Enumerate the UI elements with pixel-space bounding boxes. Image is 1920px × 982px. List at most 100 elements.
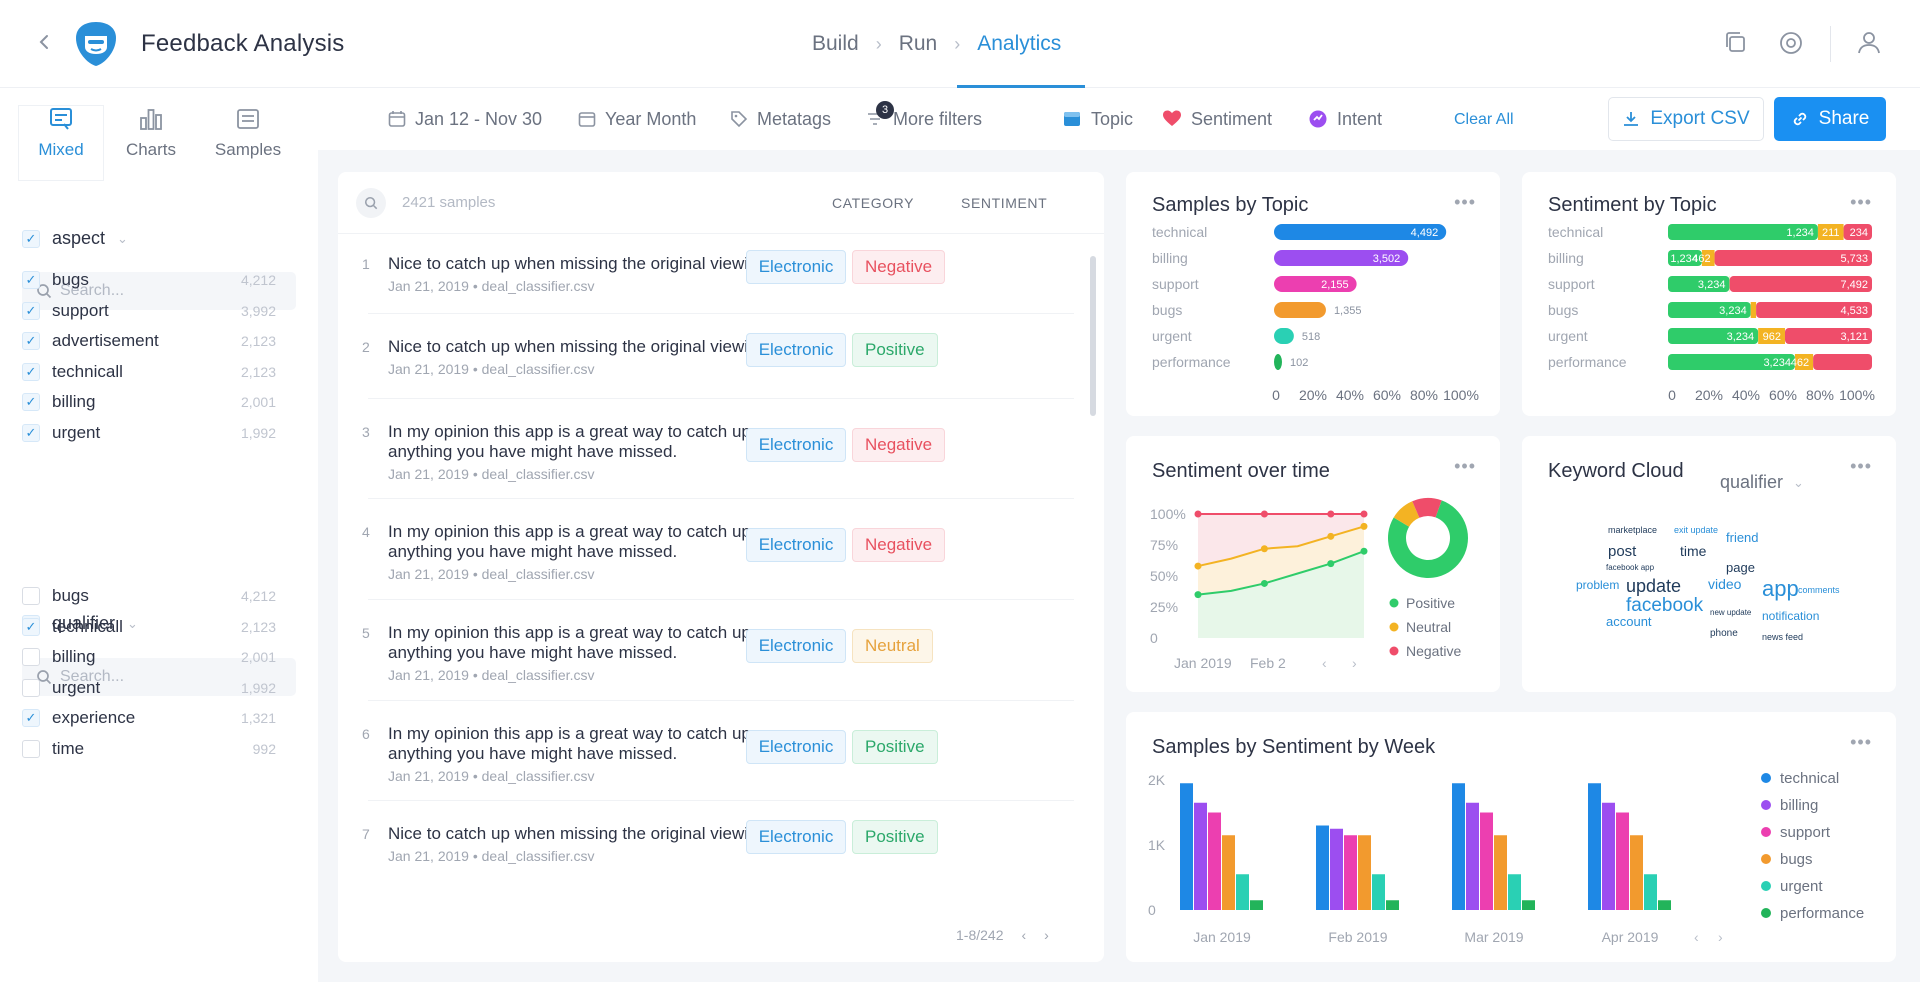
sample-row[interactable]: 4 In my opinion this app is a great way t… [358,502,1078,602]
granularity-filter[interactable]: Year Month [578,88,696,150]
samples-search-button[interactable] [356,188,386,218]
samples-count-placeholder[interactable]: 2421 samples [402,194,496,211]
more-filters-button[interactable]: More filters [866,88,982,150]
export-csv-button[interactable]: Export CSV [1608,97,1764,141]
step-run[interactable]: Run [898,32,938,55]
date-range-filter[interactable]: Jan 12 - Nov 30 [388,88,542,150]
sentiment-tag[interactable]: Positive [852,333,938,367]
checkbox[interactable]: ✓ [22,271,40,289]
checkbox[interactable]: ✓ [22,362,40,381]
sample-row[interactable]: 6 In my opinion this app is a great way t… [358,704,1078,804]
category-column-header[interactable]: CATEGORY [832,195,915,211]
topic-toggle[interactable]: Topic [1062,88,1133,150]
clear-all-link[interactable]: Clear All [1454,111,1514,128]
checkbox[interactable]: ✓ [22,332,40,350]
more-options-icon[interactable]: ••• [1850,732,1872,752]
intent-toggle[interactable]: Intent [1308,88,1382,150]
sentiment-tag[interactable]: Neutral [852,629,933,663]
keyword[interactable]: video [1708,576,1742,592]
filter-option-experience[interactable]: ✓ experience 1,321 [22,703,276,733]
more-options-icon[interactable]: ••• [1454,456,1476,476]
checkbox[interactable]: ✓ [22,393,40,411]
prev-page-icon[interactable]: ‹ [1021,927,1027,943]
filter-option-technicall[interactable]: ✓ technicall 2,123 [22,357,276,387]
keyword[interactable]: phone [1710,628,1738,639]
sentiment-tag[interactable]: Negative [852,528,946,562]
category-tag[interactable]: Electronic [746,629,846,663]
aspect-group-header[interactable]: ✓ aspect ⌄ [22,228,128,249]
checkbox[interactable] [22,678,40,697]
user-icon[interactable] [1854,28,1884,58]
keyword[interactable]: facebook app [1606,563,1655,572]
sample-row[interactable]: 1 Nice to catch up when missing the origi… [358,234,1078,334]
sentiment-tag[interactable]: Positive [852,730,938,764]
checkbox[interactable]: ✓ [22,617,40,636]
sentiment-tag[interactable]: Positive [852,820,938,854]
filter-option-urgent[interactable]: ✓ urgent 1,992 [22,418,276,448]
back-chevron-icon[interactable] [34,32,54,52]
category-tag[interactable]: Electronic [746,333,846,367]
sentiment-tag[interactable]: Negative [852,250,946,284]
keyword[interactable]: page [1726,560,1755,575]
keyword[interactable]: account [1606,614,1652,629]
step-build[interactable]: Build [812,32,859,55]
checkbox[interactable]: ✓ [22,709,40,727]
filter-option-billing[interactable]: billing 2,001 [22,642,276,672]
step-analytics[interactable]: Analytics [957,0,1086,88]
checkbox[interactable] [22,648,40,666]
keyword[interactable]: problem [1576,578,1620,592]
filter-option-billing[interactable]: ✓ billing 2,001 [22,387,276,417]
aspect-search[interactable] [22,272,296,310]
keyword[interactable]: new update [1710,608,1752,617]
sentiment-tag[interactable]: Negative [852,428,946,462]
filter-option-urgent[interactable]: urgent 1,992 [22,673,276,703]
keyword-qualifier-select[interactable]: qualifier ⌄ [1720,472,1804,493]
mode-charts[interactable]: Charts [109,106,193,180]
filter-option-technicall[interactable]: ✓ technicall 2,123 [22,612,276,642]
sentiment-column-header[interactable]: SENTIMENT [961,195,1048,211]
keyword[interactable]: post [1608,543,1637,560]
keyword[interactable]: app [1762,576,1799,601]
keyword[interactable]: facebook [1626,595,1704,616]
filter-option-time[interactable]: time 992 [22,734,276,764]
category-tag[interactable]: Electronic [746,250,846,284]
samples-scrollbar[interactable] [1090,256,1096,416]
aspect-group-checkbox[interactable]: ✓ [22,229,40,248]
category-tag[interactable]: Electronic [746,428,846,462]
settings-icon[interactable] [1776,28,1806,58]
sample-row[interactable]: 7 Nice to catch up when missing the origi… [358,804,1078,904]
next-page-icon[interactable]: › [1044,927,1049,943]
checkbox[interactable] [22,587,40,605]
filter-option-bugs[interactable]: ✓ bugs 4,212 [22,265,276,295]
share-button[interactable]: Share [1774,97,1886,141]
checkbox[interactable]: ✓ [22,301,40,320]
sample-row[interactable]: 3 In my opinion this app is a great way t… [358,402,1078,502]
copy-icon[interactable] [1721,28,1751,58]
keyword[interactable]: news feed [1762,632,1804,642]
checkbox[interactable] [22,739,40,758]
keyword[interactable]: update [1626,576,1682,596]
category-tag[interactable]: Electronic [746,820,846,854]
metatags-filter[interactable]: Metatags [730,88,831,150]
sentiment-toggle[interactable]: Sentiment [1162,88,1272,150]
mode-samples[interactable]: Samples [206,106,290,180]
sample-row[interactable]: 2 Nice to catch up when missing the origi… [358,317,1078,417]
aspect-search-input[interactable] [60,282,260,300]
keyword[interactable]: comments [1798,585,1840,595]
keyword[interactable]: time [1680,543,1707,559]
more-options-icon[interactable]: ••• [1850,456,1872,476]
qualifier-search-input[interactable] [60,668,260,686]
checkbox[interactable]: ✓ [22,423,40,442]
keyword[interactable]: exit update [1674,525,1719,535]
mode-mixed[interactable]: Mixed [19,106,103,180]
more-options-icon[interactable]: ••• [1850,192,1872,212]
more-options-icon[interactable]: ••• [1454,192,1476,212]
sample-row[interactable]: 5 In my opinion this app is a great way t… [358,603,1078,703]
category-tag[interactable]: Electronic [746,528,846,562]
filter-option-bugs[interactable]: bugs 4,212 [22,581,276,611]
category-tag[interactable]: Electronic [746,730,846,764]
keyword[interactable]: marketplace [1608,525,1658,535]
qualifier-search[interactable] [22,658,296,696]
keyword[interactable]: friend [1726,530,1759,545]
keyword[interactable]: notification [1762,609,1820,623]
